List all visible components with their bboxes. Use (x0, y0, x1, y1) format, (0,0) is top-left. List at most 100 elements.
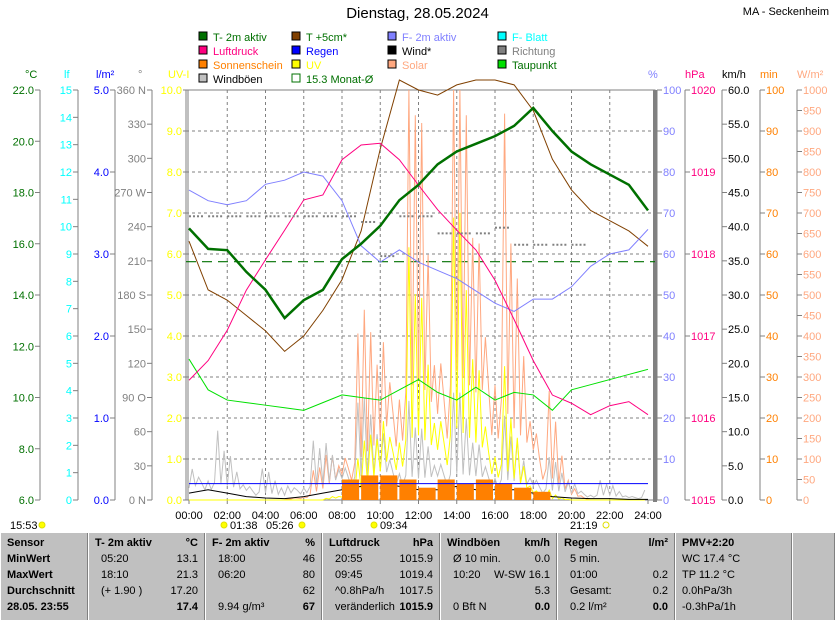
summary-table: Sensor MinWert MaxWert Durchschnitt 28.05. 2… (0, 533, 835, 620)
table-row: Durchschnitt (7, 583, 81, 599)
axis-tick-label: 10.0 (13, 393, 34, 405)
axis-tick-label: 0.0 (167, 495, 182, 507)
axis-tick-label: 10 (766, 454, 778, 466)
cell-label: Regen (564, 537, 598, 549)
moonset-icon (370, 521, 378, 529)
series-richtung (189, 215, 586, 258)
axis-tick-label: 90 (766, 126, 778, 138)
sunshine-bar (495, 483, 513, 500)
legend-swatch (387, 31, 397, 41)
legend-label: Richtung (512, 46, 555, 58)
direction-dot (437, 232, 440, 235)
axis-tick-label: 3 (66, 413, 72, 425)
direction-dot (556, 243, 559, 246)
axis-tick-label: 400 (803, 331, 821, 343)
table-row: 5 min. (564, 551, 668, 567)
table-column: PMV+2:20 WC 17.4 °C TP 11.2 °C 0.0hPa/3h -0.… (675, 533, 792, 620)
cell-value: 67 (302, 601, 315, 613)
axis-tick-label: 100 (803, 454, 821, 466)
axis-unit-uv: UV-I (168, 69, 189, 81)
event-time: 15:53 (10, 520, 38, 532)
cell-label (95, 599, 101, 615)
axis-tick-label: 180 S (117, 290, 146, 302)
event-time: 05:26 (266, 520, 294, 532)
axis-tick-label: 40 (663, 331, 675, 343)
cell-label: F- 2m aktiv (212, 537, 270, 549)
legend-swatch (387, 59, 397, 69)
axis-tick-label: 6.0 (167, 249, 182, 261)
direction-dot (292, 215, 295, 218)
table-row: WC 17.4 °C (682, 551, 785, 567)
direction-dot (288, 215, 291, 218)
axis-tick-label: 12 (60, 167, 72, 179)
sunshine-bar (437, 479, 455, 500)
cell-value: % (305, 537, 315, 549)
cell-label: MaxWert (7, 569, 53, 581)
table-row: Regen l/m² (564, 535, 668, 551)
table-row: 9.94 g/m³ 67 (212, 599, 315, 615)
table-column-empty (792, 533, 835, 620)
event-time: 09:34 (380, 520, 408, 532)
direction-dot (315, 215, 318, 218)
direction-dot (533, 243, 536, 246)
axis-tick-label: 9 (66, 249, 72, 261)
axis-tick-label: 30 (663, 372, 675, 384)
x-tick-label: 12:00 (405, 510, 433, 522)
cell-label: 09:45 (335, 569, 363, 581)
table-row: -0.3hPa/1h (682, 599, 785, 615)
legend-swatch (387, 45, 397, 55)
direction-dot (583, 243, 586, 246)
legend-label: Luftdruck (213, 46, 259, 58)
table-row: 28.05. 23:55 (7, 599, 81, 615)
direction-dot (273, 215, 276, 218)
series-line (188, 106, 650, 320)
axis-tick-label: 60 (663, 249, 675, 261)
axis-tick-label: 5.0 (728, 461, 743, 473)
axis-unit-hum: % (648, 69, 658, 81)
direction-dot (475, 232, 478, 235)
axis-tick-label: 40.0 (728, 222, 749, 234)
direction-dot (350, 215, 352, 218)
x-tick-label: 00:00 (175, 510, 203, 522)
sunshine-bar (533, 491, 551, 500)
axis-tick-label: 10.0 (161, 85, 182, 97)
cell-label: 06:20 (218, 569, 246, 581)
axis-tick-label: 1016 (691, 413, 715, 425)
axis-tick-label: 360 N (117, 85, 146, 97)
axis-unit-wind: km/h (722, 69, 746, 81)
axis-tick-label: 0.0 (94, 495, 109, 507)
axis-unit-temp: °C (25, 69, 37, 81)
cell-label: Ø 10 min. (453, 553, 501, 565)
cell-value: 0.0 (534, 601, 550, 613)
direction-dot (479, 232, 482, 235)
series-uv (189, 212, 645, 501)
sunshine-bar (456, 483, 474, 500)
axis-tick-label: 150 (128, 324, 146, 336)
direction-dot (346, 215, 348, 218)
direction-dot (552, 243, 555, 246)
table-row: 17.4 (95, 599, 198, 615)
cell-label: 18:10 (101, 569, 129, 581)
cell-value: 46 (302, 553, 315, 565)
table-row: MaxWert (7, 567, 81, 583)
direction-dot (311, 215, 314, 218)
cell-value: km/h (524, 537, 550, 549)
event-time: 21:19 (570, 520, 598, 532)
axis-tick-label: 14 (60, 112, 72, 124)
legend-label: F- Blatt (512, 32, 547, 44)
axis-tick-label: 12.0 (13, 341, 34, 353)
direction-dot (307, 215, 310, 218)
legend-swatch (291, 59, 301, 69)
x-tick-label: 22:00 (596, 510, 624, 522)
sunshine-bar (514, 487, 532, 500)
cell-label: Sensor (7, 537, 45, 549)
axis-tick-label: 55.0 (728, 119, 749, 131)
table-row: 18:00 46 (212, 551, 315, 567)
direction-dot (239, 215, 242, 218)
legend-swatch (291, 73, 301, 83)
legend-label: Regen (306, 46, 338, 58)
table-column: Luftdruck hPa 20:55 1015.9 09:45 1019.4 ^0.8hP… (322, 533, 440, 620)
direction-dot (369, 220, 372, 223)
table-row: 18:10 21.3 (95, 567, 198, 583)
